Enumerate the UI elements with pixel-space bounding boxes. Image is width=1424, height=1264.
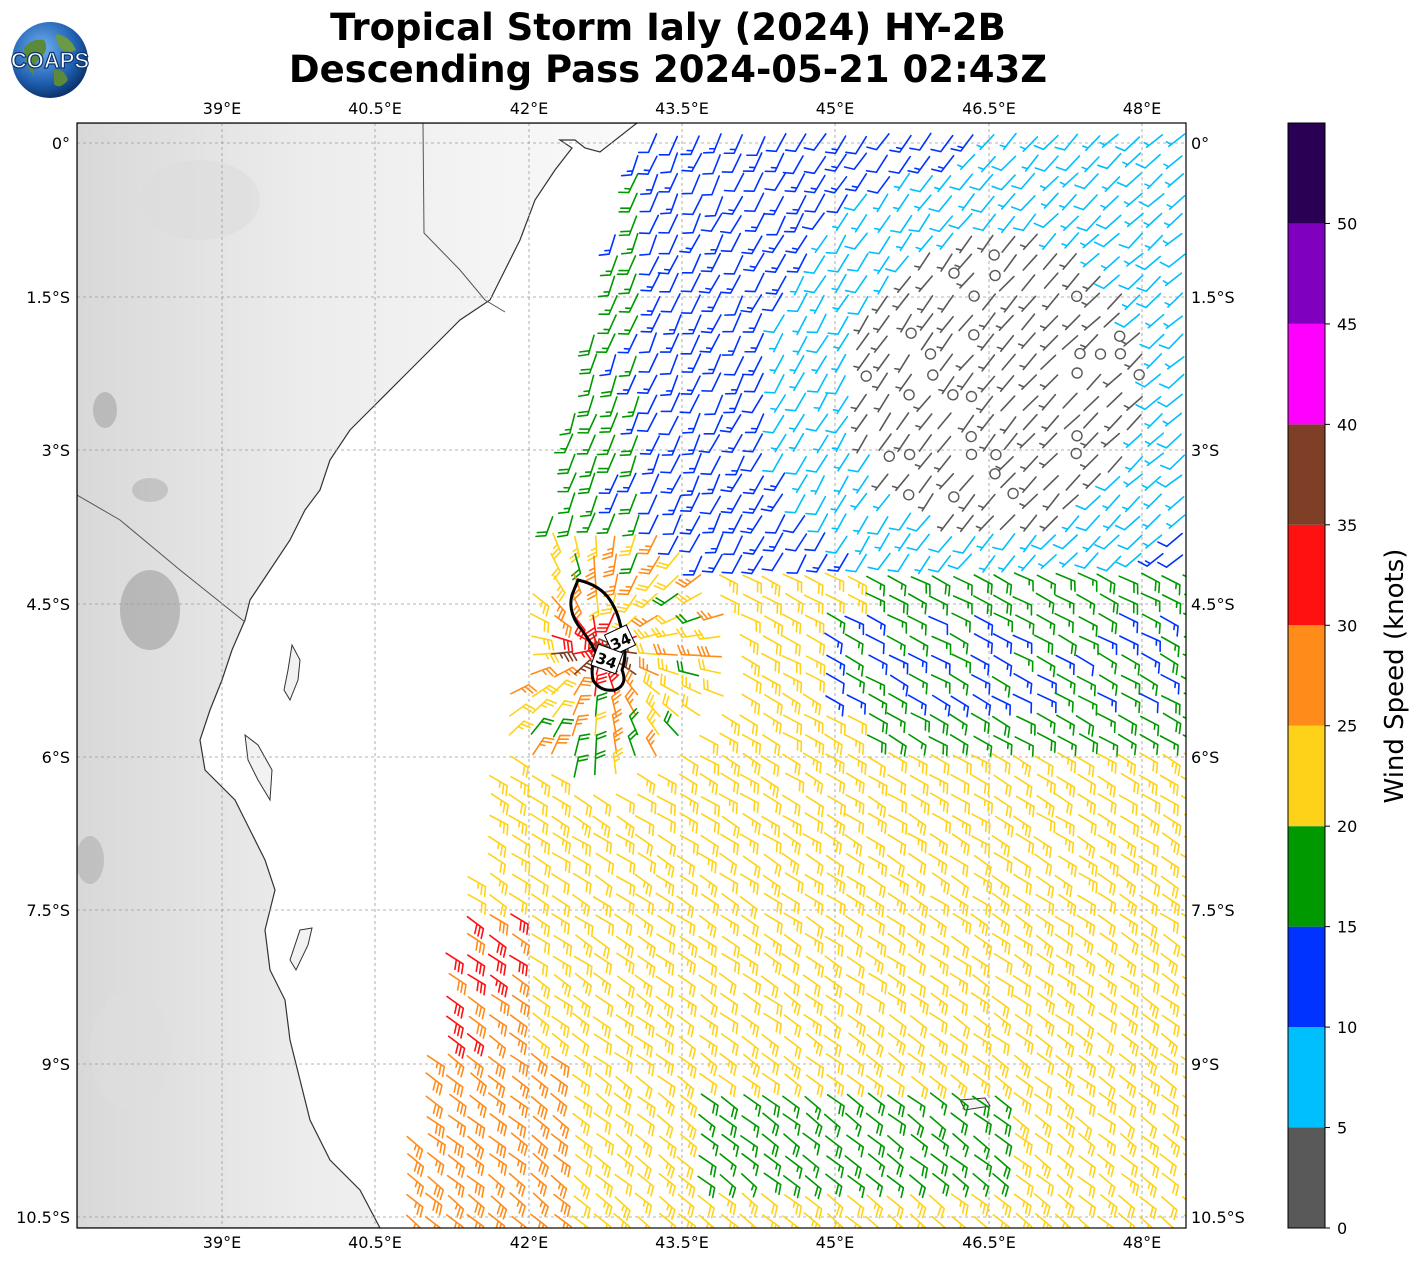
colorbar-tick-label: 50 <box>1337 214 1357 233</box>
colorbar-bin <box>1288 1027 1325 1127</box>
terrain-shade <box>140 160 260 240</box>
lon-tick-label: 48°E <box>1123 1233 1161 1252</box>
colorbar-bins <box>1288 123 1325 1228</box>
lat-tick-label: 7.5°S <box>1191 901 1235 920</box>
colorbar-tick-label: 25 <box>1337 717 1357 736</box>
lat-tick-label: 4.5°S <box>26 595 70 614</box>
colorbar-bin <box>1288 324 1325 424</box>
colorbar-bin <box>1288 1128 1325 1228</box>
lat-tick-label: 7.5°S <box>26 901 70 920</box>
colorbar-tick-label: 45 <box>1337 315 1357 334</box>
lat-labels-left: 0° 1.5°S 3°S 4.5°S 6°S 7.5°S 9°S 10.5°S <box>16 134 70 1227</box>
lat-tick-label: 6°S <box>42 748 70 767</box>
colorbar-bin <box>1288 927 1325 1027</box>
lon-labels-bottom: 39°E 40.5°E 42°E 43.5°E 45°E 46.5°E 48°E <box>203 1233 1161 1252</box>
colorbar-tick-label: 20 <box>1337 817 1357 836</box>
lon-tick-label: 39°E <box>203 1233 241 1252</box>
lat-tick-label: 4.5°S <box>1191 595 1235 614</box>
terrain-shade <box>120 570 180 650</box>
colorbar-tick-label: 15 <box>1337 918 1357 937</box>
lat-tick-label: 10.5°S <box>1191 1208 1245 1227</box>
lat-tick-label: 9°S <box>42 1055 70 1074</box>
colorbar-tick-label: 5 <box>1337 1119 1347 1138</box>
lat-tick-label: 3°S <box>1191 441 1219 460</box>
colorbar-bin <box>1288 525 1325 625</box>
terrain-shade <box>132 478 168 502</box>
lon-tick-label: 42°E <box>510 99 548 118</box>
colorbar-bin <box>1288 726 1325 826</box>
colorbar-bin <box>1288 625 1325 725</box>
terrain-shade <box>93 392 117 428</box>
lat-tick-label: 1.5°S <box>1191 288 1235 307</box>
lon-tick-label: 43.5°E <box>655 1233 709 1252</box>
colorbar-bin <box>1288 123 1325 223</box>
colorbar-bin <box>1288 826 1325 926</box>
lon-tick-label: 39°E <box>203 99 241 118</box>
lat-tick-label: 3°S <box>42 441 70 460</box>
colorbar-tick-label: 0 <box>1337 1219 1347 1238</box>
colorbar-bin <box>1288 223 1325 323</box>
lat-tick-label: 9°S <box>1191 1055 1219 1074</box>
colorbar-tick-label: 35 <box>1337 516 1357 535</box>
lat-tick-label: 6°S <box>1191 748 1219 767</box>
colorbar-label: Wind Speed (knots) <box>1380 549 1410 804</box>
lon-tick-label: 46.5°E <box>962 1233 1016 1252</box>
lat-tick-label: 0° <box>1191 134 1209 153</box>
lon-tick-label: 45°E <box>816 1233 854 1252</box>
lat-labels-right: 0° 1.5°S 3°S 4.5°S 6°S 7.5°S 9°S 10.5°S <box>1191 134 1245 1227</box>
lon-labels-top: 39°E 40.5°E 42°E 43.5°E 45°E 46.5°E 48°E <box>203 99 1161 118</box>
colorbar: 0 5 10 15 20 25 30 35 40 45 50 Wind Speed (knots) <box>1288 123 1410 1238</box>
lon-tick-label: 40.5°E <box>348 1233 402 1252</box>
lon-tick-label: 46.5°E <box>962 99 1016 118</box>
lat-tick-label: 0° <box>52 134 70 153</box>
colorbar-tick-label: 30 <box>1337 616 1357 635</box>
terrain-shade <box>90 990 170 1110</box>
lat-tick-label: 10.5°S <box>16 1208 70 1227</box>
lon-tick-label: 43.5°E <box>655 99 709 118</box>
lon-tick-label: 48°E <box>1123 99 1161 118</box>
colorbar-tick-label: 40 <box>1337 415 1357 434</box>
lat-tick-label: 1.5°S <box>26 288 70 307</box>
lon-tick-label: 40.5°E <box>348 99 402 118</box>
terrain-shade <box>76 836 104 884</box>
colorbar-tick-label: 10 <box>1337 1018 1357 1037</box>
colorbar-bin <box>1288 424 1325 524</box>
lon-tick-label: 45°E <box>816 99 854 118</box>
colorbar-ticks: 0 5 10 15 20 25 30 35 40 45 50 <box>1325 214 1357 1238</box>
lon-tick-label: 42°E <box>510 1233 548 1252</box>
